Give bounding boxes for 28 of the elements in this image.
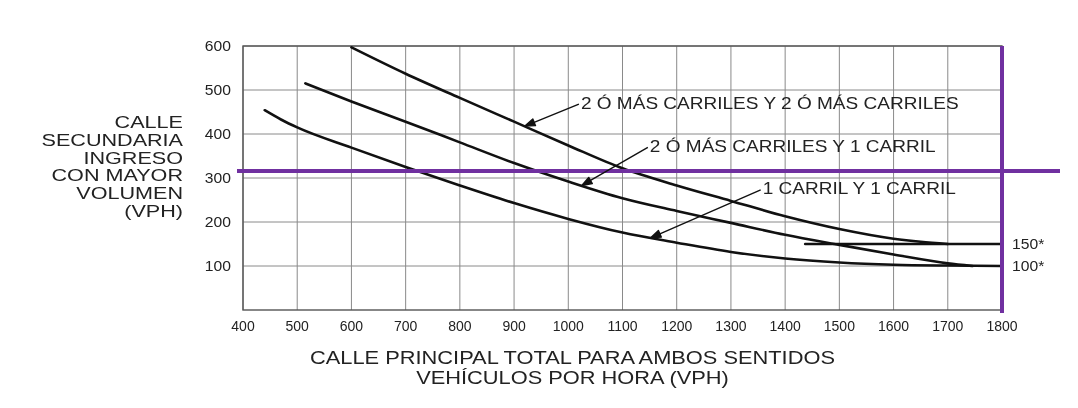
y-axis-title: CALLE SECUNDARIA INGRESO CON MAYOR VOLUMEN (VPH) (41, 112, 184, 221)
x-tick-label: 600 (339, 318, 364, 334)
y-tick-label: 600 (204, 38, 231, 54)
x-tick-label: 1500 (823, 318, 856, 334)
x-tick-label: 1000 (552, 318, 585, 334)
x-tick-label: 1600 (877, 318, 910, 334)
y-tick-label: 200 (204, 214, 231, 230)
y-tick-label: 500 (204, 82, 231, 98)
x-tick-label: 400 (231, 318, 255, 334)
annotation: 100* (1012, 258, 1045, 274)
x-tick-label: 1200 (661, 318, 693, 334)
annotation: 1 CARRIL Y 1 CARRIL (762, 179, 956, 199)
x-tick-label: 800 (448, 318, 472, 334)
y-tick-label: 300 (204, 170, 231, 186)
y-tick-label: 100 (204, 258, 231, 274)
x-tick-label: 1100 (607, 318, 638, 334)
y-tick-label: 400 (204, 126, 231, 142)
x-tick-label: 1400 (769, 318, 801, 334)
annotation: 150* (1012, 236, 1045, 252)
x-tick-label: 1800 (986, 318, 1018, 334)
x-tick-label: 1300 (715, 318, 747, 334)
x-tick-label: 1700 (932, 318, 964, 334)
x-tick-label: 500 (285, 318, 310, 334)
annotation: 2 Ó MÁS CARRILES Y 2 Ó MÁS CARRILES (580, 92, 959, 113)
x-tick-label: 900 (502, 318, 526, 334)
x-tick-label: 700 (393, 318, 418, 334)
x-axis-title: CALLE PRINCIPAL TOTAL PARA AMBOS SENTIDOS VEHÍCULOS POR HORA (VPH) (310, 347, 835, 388)
annotation: 2 Ó MÁS CARRILES Y 1 CARRIL (649, 136, 936, 156)
